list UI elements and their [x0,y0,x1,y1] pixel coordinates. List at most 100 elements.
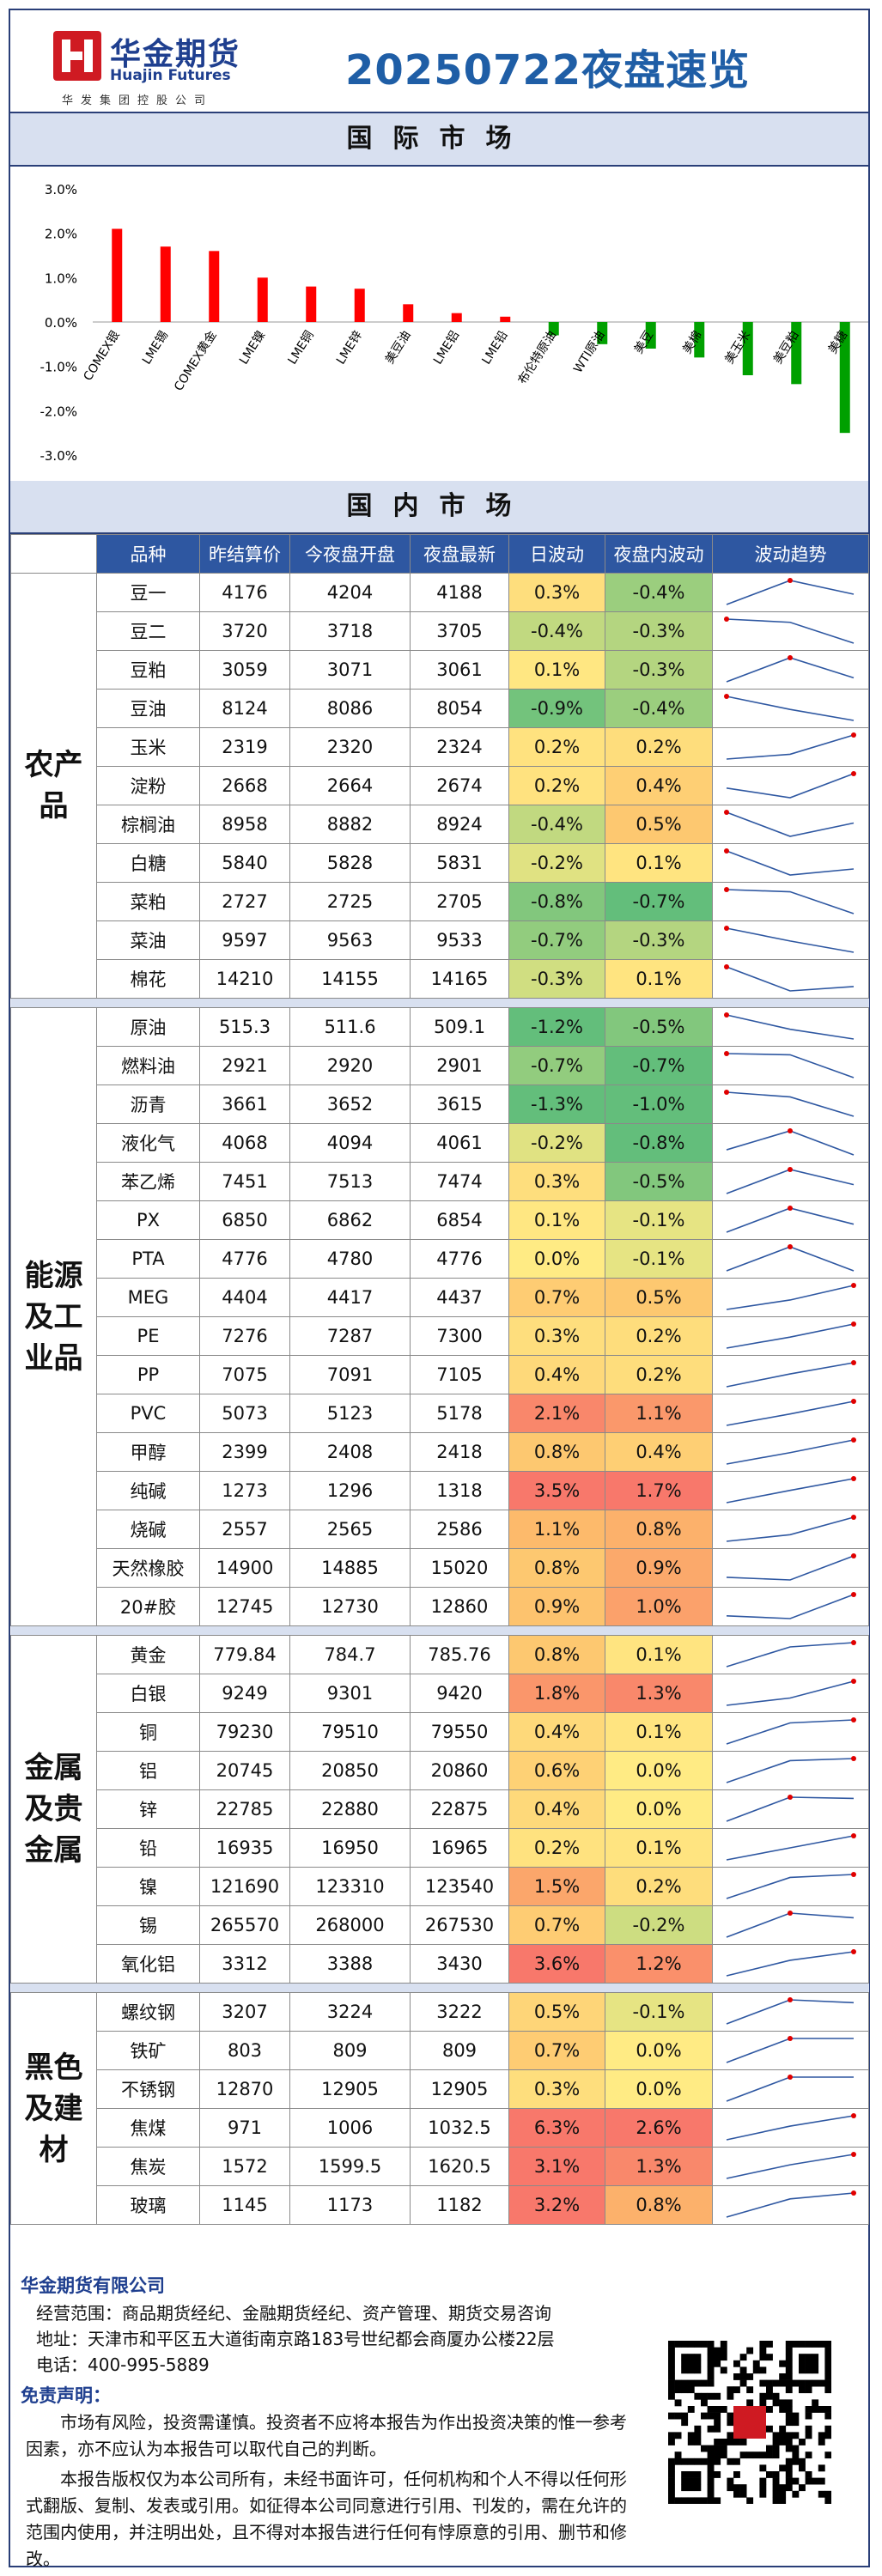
cell-name: 原油 [96,1007,200,1047]
cell-open: 4204 [289,573,411,612]
cell-night: -0.2% [605,1905,713,1945]
logo-chinese-name: 华金期货 [110,37,241,72]
cell-open: 7287 [289,1316,411,1356]
cell-trend [712,1712,869,1752]
logo-subtitle: 华发集团控股公司 [62,94,214,107]
sparkline-line [726,1680,855,1706]
sparkline-line [726,2192,855,2218]
cell-day: 0.4% [508,1712,605,1752]
cell-open: 14155 [289,959,411,999]
sparkline [726,1244,855,1272]
cell-open: 9301 [289,1674,411,1713]
cell-prev: 14210 [199,959,290,999]
cell-trend [712,1789,869,1829]
cell-open: 3388 [289,1944,411,1984]
sparkline-high-marker [788,578,793,583]
cell-last: 2901 [410,1046,509,1085]
cell-night: -0.5% [605,1007,713,1047]
cell-prev: 16935 [199,1828,290,1868]
table-row: 液化气 4068 4094 4061 -0.2% -0.8% [11,1123,869,1163]
sparkline [724,1090,855,1117]
sparkline-line [726,1555,855,1581]
cell-night: -0.7% [605,1046,713,1085]
cell-open: 6862 [289,1200,411,1240]
cell-open: 8086 [289,689,411,728]
cell-prev: 7451 [199,1162,290,1201]
table-row: 白银 9249 9301 9420 1.8% 1.3% [11,1674,869,1713]
cell-open: 5123 [289,1394,411,1433]
cell-name: 天然橡胶 [96,1548,200,1588]
table-row: 锌 22785 22880 22875 0.4% 0.0% [11,1789,869,1829]
cell-last: 12860 [410,1587,509,1626]
footer-scope: 经营范围：商品期货经纪、金融期货经纪、资产管理、期货交易咨询 [36,2303,551,2324]
sparkline-line [726,1130,855,1156]
cell-day: 2.1% [508,1394,605,1433]
cell-name: 铅 [96,1828,200,1868]
table-row: PP 7075 7091 7105 0.4% 0.2% [11,1355,869,1394]
sparkline [726,1437,856,1465]
cell-day: -0.9% [508,689,605,728]
cell-trend [712,1355,869,1394]
cell-prev: 4404 [199,1278,290,1317]
y-tick-label: 2.0% [45,227,77,242]
table-row: 镍 121690 123310 123540 1.5% 0.2% [11,1867,869,1906]
cell-day: 0.3% [508,2069,605,2109]
cell-last: 1620.5 [410,2147,509,2186]
cell-day: 0.9% [508,1587,605,1626]
sparkline [726,1128,855,1156]
header-day: 日波动 [508,534,605,574]
table-row: PTA 4776 4780 4776 0.0% -0.1% [11,1239,869,1279]
cell-day: 0.2% [508,727,605,767]
cell-name: 白糖 [96,843,200,883]
cell-open: 20850 [289,1751,411,1790]
footer-company: 华金期货有限公司 [21,2275,165,2296]
sparkline-line [726,580,855,605]
sparkline-line [726,2115,855,2141]
sparkline-high-marker [788,655,793,660]
sparkline [726,1592,856,1619]
group-separator [10,998,869,1008]
cell-night: 0.8% [605,1510,713,1549]
group-separator [10,1983,869,1993]
cell-open: 784.7 [289,1635,411,1674]
sparkline-high-marker [851,1640,856,1645]
sparkline-line [726,1835,855,1861]
cell-trend [712,2069,869,2109]
cell-day: 0.2% [508,1828,605,1868]
disclaimer-title: 免责声明： [21,2385,111,2406]
cell-trend [712,650,869,690]
cell-last: 123540 [410,1867,509,1906]
cell-night: -0.1% [605,1992,713,2032]
sparkline [724,926,855,953]
sparkline-high-marker [788,1128,793,1133]
report-title: 20250722夜盘速览 [345,46,751,94]
cell-trend [712,1278,869,1317]
x-tick-label: COMEX黄金 [171,328,219,393]
sparkline-line [726,1642,855,1668]
cell-last: 6854 [410,1200,509,1240]
cell-trend [712,2108,869,2148]
x-tick-label: WTI原油 [571,329,607,376]
cell-name: 燃料油 [96,1046,200,1085]
sparkline-high-marker [851,2152,856,2157]
cell-open: 12905 [289,2069,411,2109]
section-international: 国际市场 [10,113,868,167]
cell-open: 2408 [289,1432,411,1472]
sparkline-line [726,2038,854,2063]
international-market-chart: 3.0% 2.0% 1.0% 0.0% -1.0% -2.0% -3.0% COMEX银 LME… [40,182,868,464]
table-row: 焦煤 971 1006 1032.5 6.3% 2.6% [11,2108,869,2148]
cell-prev: 79230 [199,1712,290,1752]
cell-trend [712,1200,869,1240]
cell-night: 0.8% [605,2185,713,2225]
cell-prev: 5073 [199,1394,290,1433]
y-tick-label: -2.0% [40,404,77,419]
table-row: 棉花 14210 14155 14165 -0.3% 0.1% [11,959,869,999]
section-domestic: 国内市场 [10,481,868,534]
cell-last: 5831 [410,843,509,883]
cell-name: 镍 [96,1867,200,1906]
cell-prev: 971 [199,2108,290,2148]
cell-day: -1.2% [508,1007,605,1047]
cell-prev: 6850 [199,1200,290,1240]
cell-trend [712,1007,869,1047]
cell-last: 7300 [410,1316,509,1356]
